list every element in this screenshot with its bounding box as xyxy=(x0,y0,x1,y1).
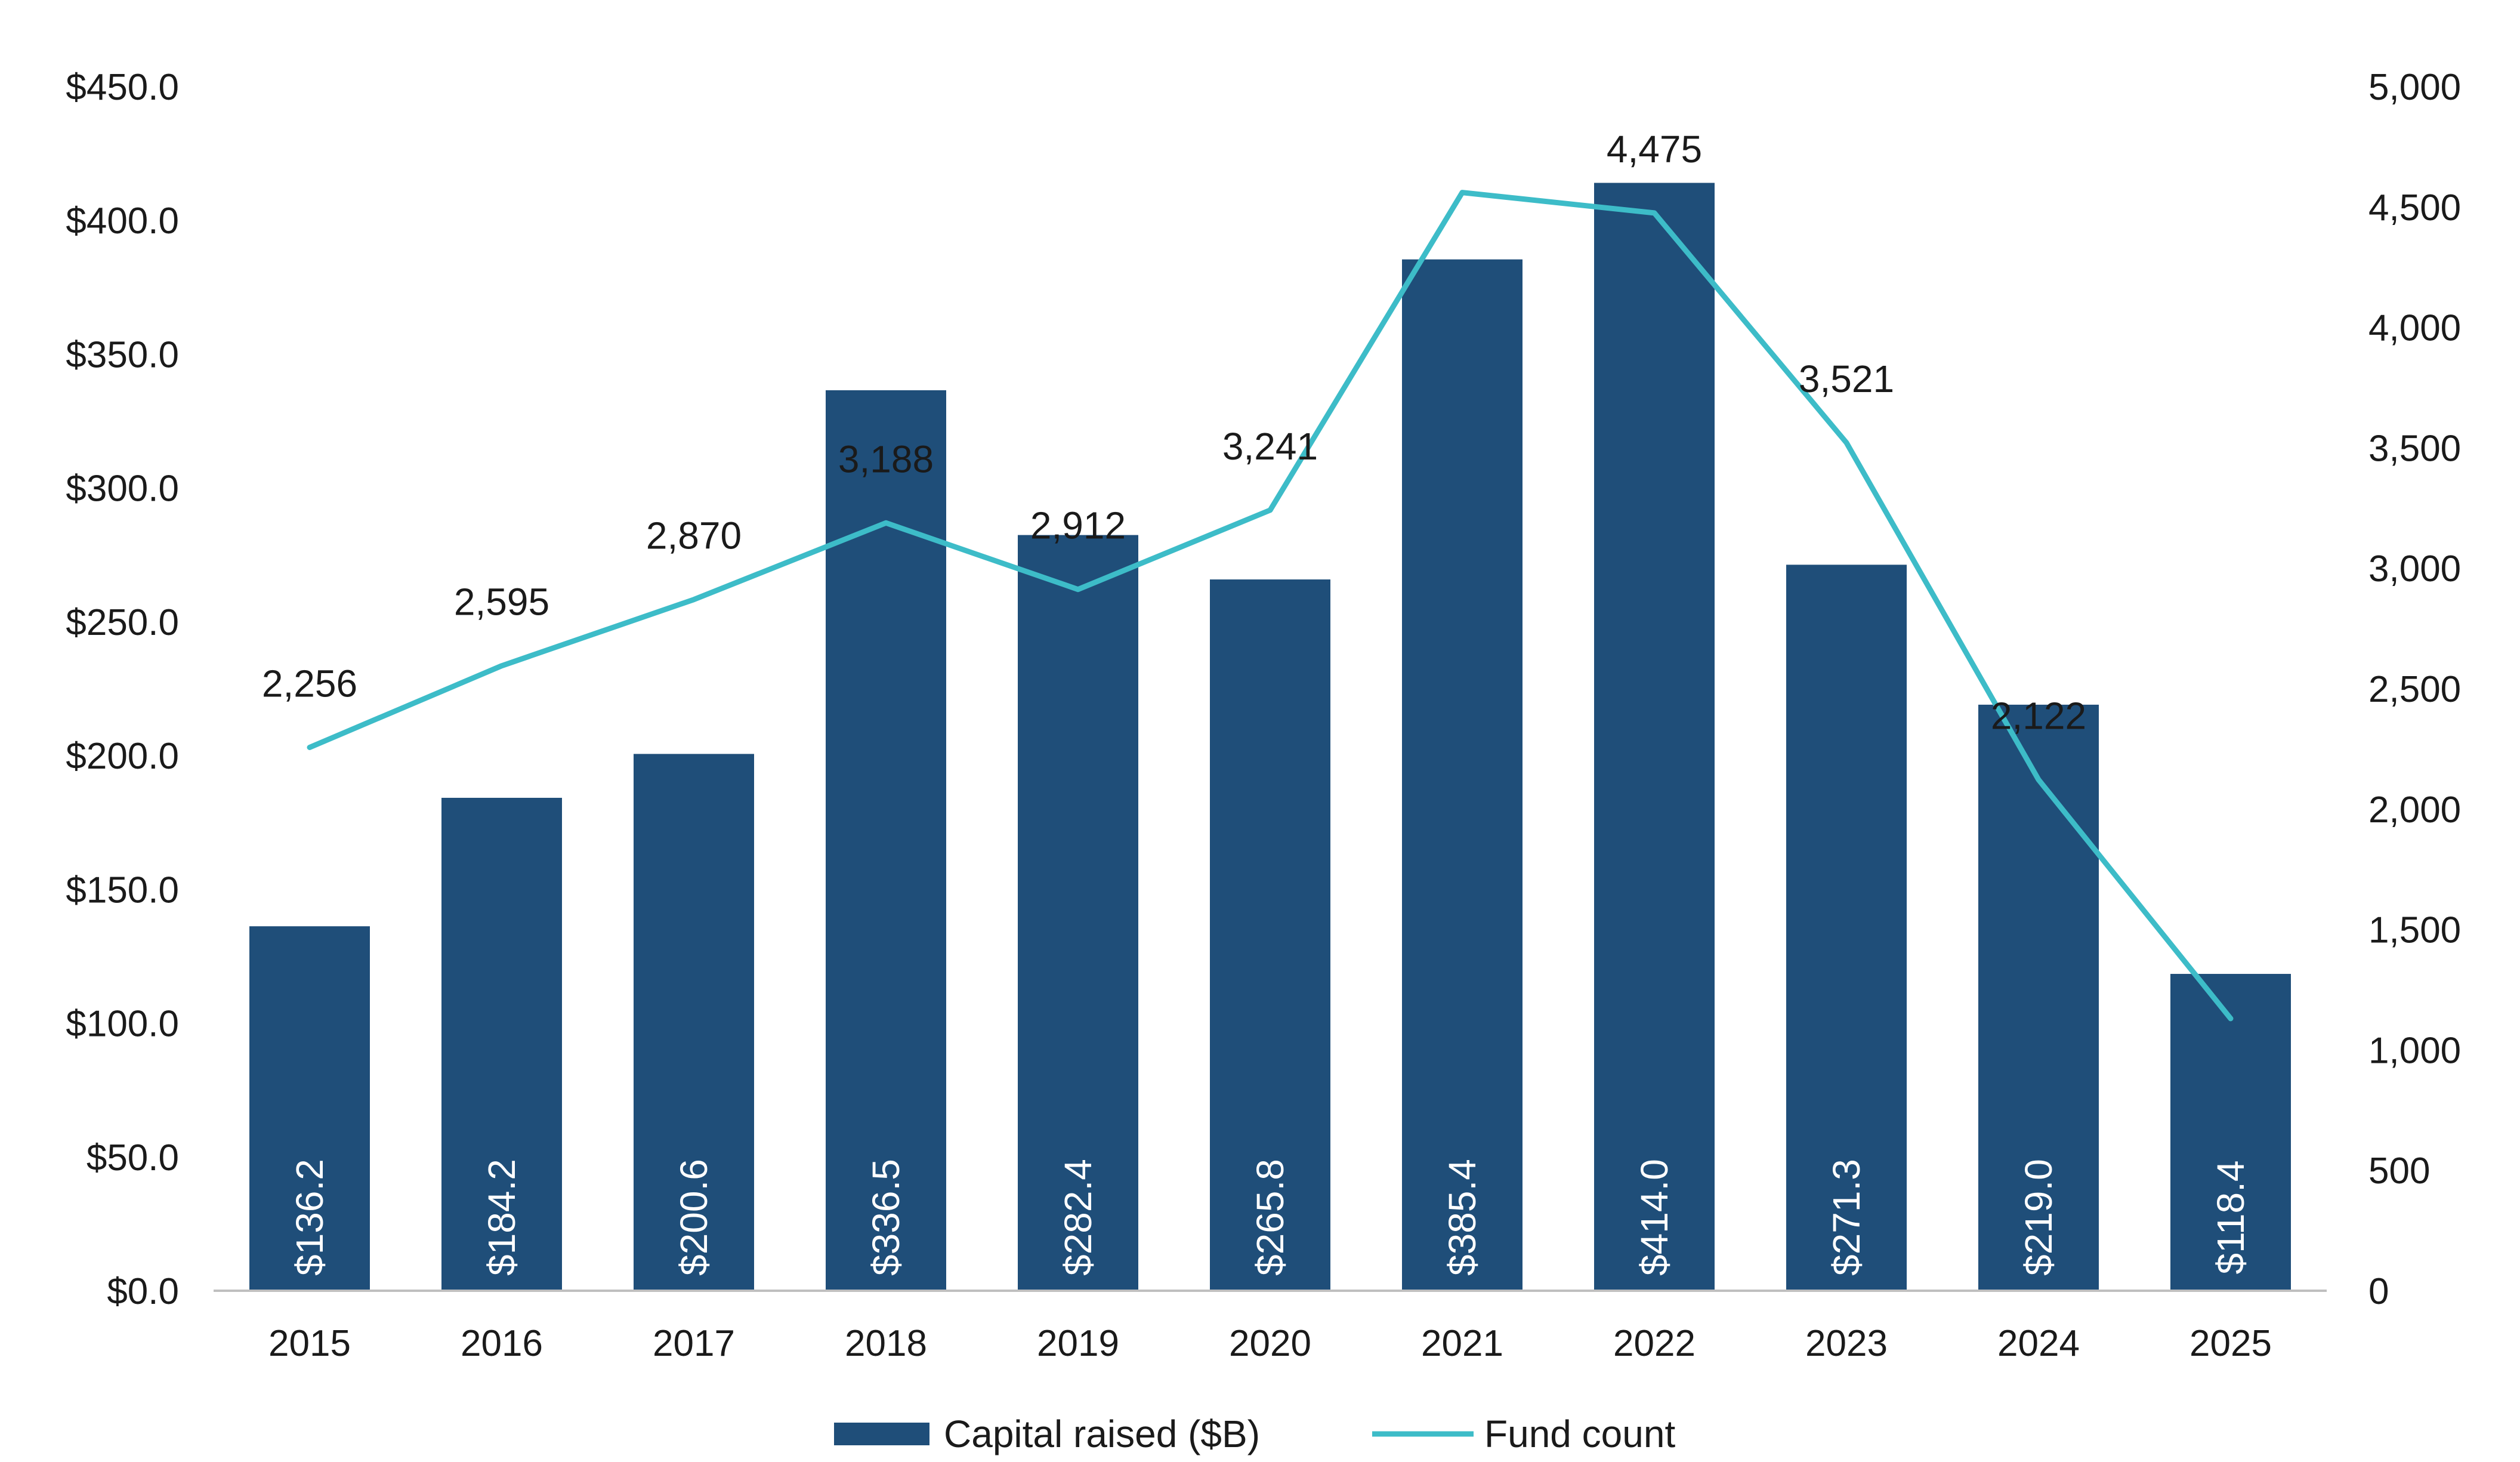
fund-count-point-2018 xyxy=(885,522,887,525)
y-left-tick-label: $0.0 xyxy=(107,1271,179,1312)
legend: Capital raised ($B) Fund count xyxy=(834,1412,1675,1455)
y-left-tick-label: $200.0 xyxy=(66,736,179,777)
y-right-tick-label: 500 xyxy=(2368,1151,2430,1192)
fund-count-point-2022 xyxy=(1653,211,1656,214)
y-right-tick-label: 3,000 xyxy=(2368,548,2461,590)
x-tick-label: 2023 xyxy=(1805,1323,1888,1364)
fund-count-point-2024 xyxy=(2037,778,2040,781)
fund-count-label: 3,188 xyxy=(838,437,934,480)
fund-count-point-2019 xyxy=(1077,588,1079,591)
y-right-tick-label: 4,000 xyxy=(2368,308,2461,349)
bar-value-label: $184.2 xyxy=(480,1159,523,1276)
bar-2024 xyxy=(1978,704,2099,1291)
x-tick-label: 2019 xyxy=(1037,1323,1119,1364)
fund-count-point-2023 xyxy=(1845,441,1848,444)
y-right-tick-label: 0 xyxy=(2368,1271,2389,1312)
labels-layer: $136.2 $184.2 $200.6 $336.5 $282.4 $265.8 $385… xyxy=(262,128,2252,1276)
bar-value-label: $414.0 xyxy=(1633,1159,1676,1276)
bar-2016 xyxy=(441,797,562,1291)
fund-count-label: 2,870 xyxy=(646,514,742,557)
bar-value-label: $200.6 xyxy=(672,1159,715,1276)
bar-value-label: $385.4 xyxy=(1441,1159,1484,1276)
x-tick-label: 2016 xyxy=(461,1323,543,1364)
bar-2015 xyxy=(249,926,370,1291)
x-tick-label: 2017 xyxy=(653,1323,735,1364)
fund-count-point-2015 xyxy=(308,746,311,749)
legend-label-fund-count: Fund count xyxy=(1484,1412,1675,1455)
bar-value-label: $118.4 xyxy=(2209,1161,2252,1275)
fund-count-label: 4,475 xyxy=(1607,128,1702,171)
bar-value-label: $219.0 xyxy=(2017,1159,2060,1276)
y-left-tick-label: $100.0 xyxy=(66,1004,179,1045)
y-right-tick-label: 4,500 xyxy=(2368,187,2461,229)
y-right-tick-label: 2,500 xyxy=(2368,669,2461,710)
x-tick-label: 2025 xyxy=(2189,1323,2272,1364)
bar-2025 xyxy=(2170,974,2291,1291)
bar-value-label: $265.8 xyxy=(1249,1159,1292,1276)
y-left-tick-label: $250.0 xyxy=(66,602,179,643)
bar-2021 xyxy=(1402,259,1522,1291)
fund-count-point-2020 xyxy=(1269,508,1271,511)
fund-count-point-2021 xyxy=(1461,191,1463,194)
bar-2020 xyxy=(1210,579,1330,1291)
legend-swatch-capital xyxy=(834,1423,929,1445)
x-tick-label: 2015 xyxy=(268,1323,351,1364)
y-left-tick-label: $350.0 xyxy=(66,334,179,375)
x-tick-label: 2022 xyxy=(1613,1323,1696,1364)
y-right-tick-label: 5,000 xyxy=(2368,67,2461,108)
y-right-tick-label: 2,000 xyxy=(2368,789,2461,831)
bar-value-label: $336.5 xyxy=(864,1159,907,1276)
line-layer xyxy=(307,190,2234,1022)
fund-count-point-2025 xyxy=(2229,1017,2232,1020)
y-right-tick-label: 1,500 xyxy=(2368,910,2461,951)
fund-count-point-2016 xyxy=(501,664,503,667)
x-tick-label: 2024 xyxy=(1997,1323,2080,1364)
bar-value-label: $271.3 xyxy=(1825,1159,1868,1276)
bar-2022 xyxy=(1594,183,1715,1291)
bars-layer xyxy=(249,183,2291,1291)
bar-2019 xyxy=(1018,535,1138,1291)
y-right-tick-label: 3,500 xyxy=(2368,428,2461,469)
fund-count-label: 3,521 xyxy=(1799,357,1894,400)
legend-label-capital: Capital raised ($B) xyxy=(944,1412,1260,1455)
fund-count-label: 2,122 xyxy=(1991,695,2086,738)
bar-value-label: $282.4 xyxy=(1057,1159,1100,1276)
x-tick-label: 2020 xyxy=(1229,1323,1311,1364)
bar-value-label: $136.2 xyxy=(288,1159,331,1276)
fund-count-point-2017 xyxy=(693,598,695,601)
fund-count-label: 2,595 xyxy=(454,581,549,624)
y-left-tick-label: $150.0 xyxy=(66,869,179,911)
fund-count-label: 2,912 xyxy=(1030,504,1126,547)
bar-2017 xyxy=(634,754,754,1291)
x-tick-label: 2018 xyxy=(845,1323,927,1364)
y-left-tick-label: $450.0 xyxy=(66,67,179,108)
bar-2023 xyxy=(1786,565,1907,1291)
fund-count-label: 2,256 xyxy=(262,662,357,705)
x-tick-label: 2021 xyxy=(1421,1323,1503,1364)
y-left-tick-label: $400.0 xyxy=(66,201,179,242)
y-right-tick-label: 1,000 xyxy=(2368,1030,2461,1071)
fund-count-label: 3,241 xyxy=(1222,425,1318,468)
axes-layer: 2015 2016 2017 2018 2019 2020 2021 2022 2023 2024… xyxy=(66,67,2461,1364)
y-left-tick-label: $300.0 xyxy=(66,468,179,510)
y-left-tick-label: $50.0 xyxy=(87,1137,179,1179)
